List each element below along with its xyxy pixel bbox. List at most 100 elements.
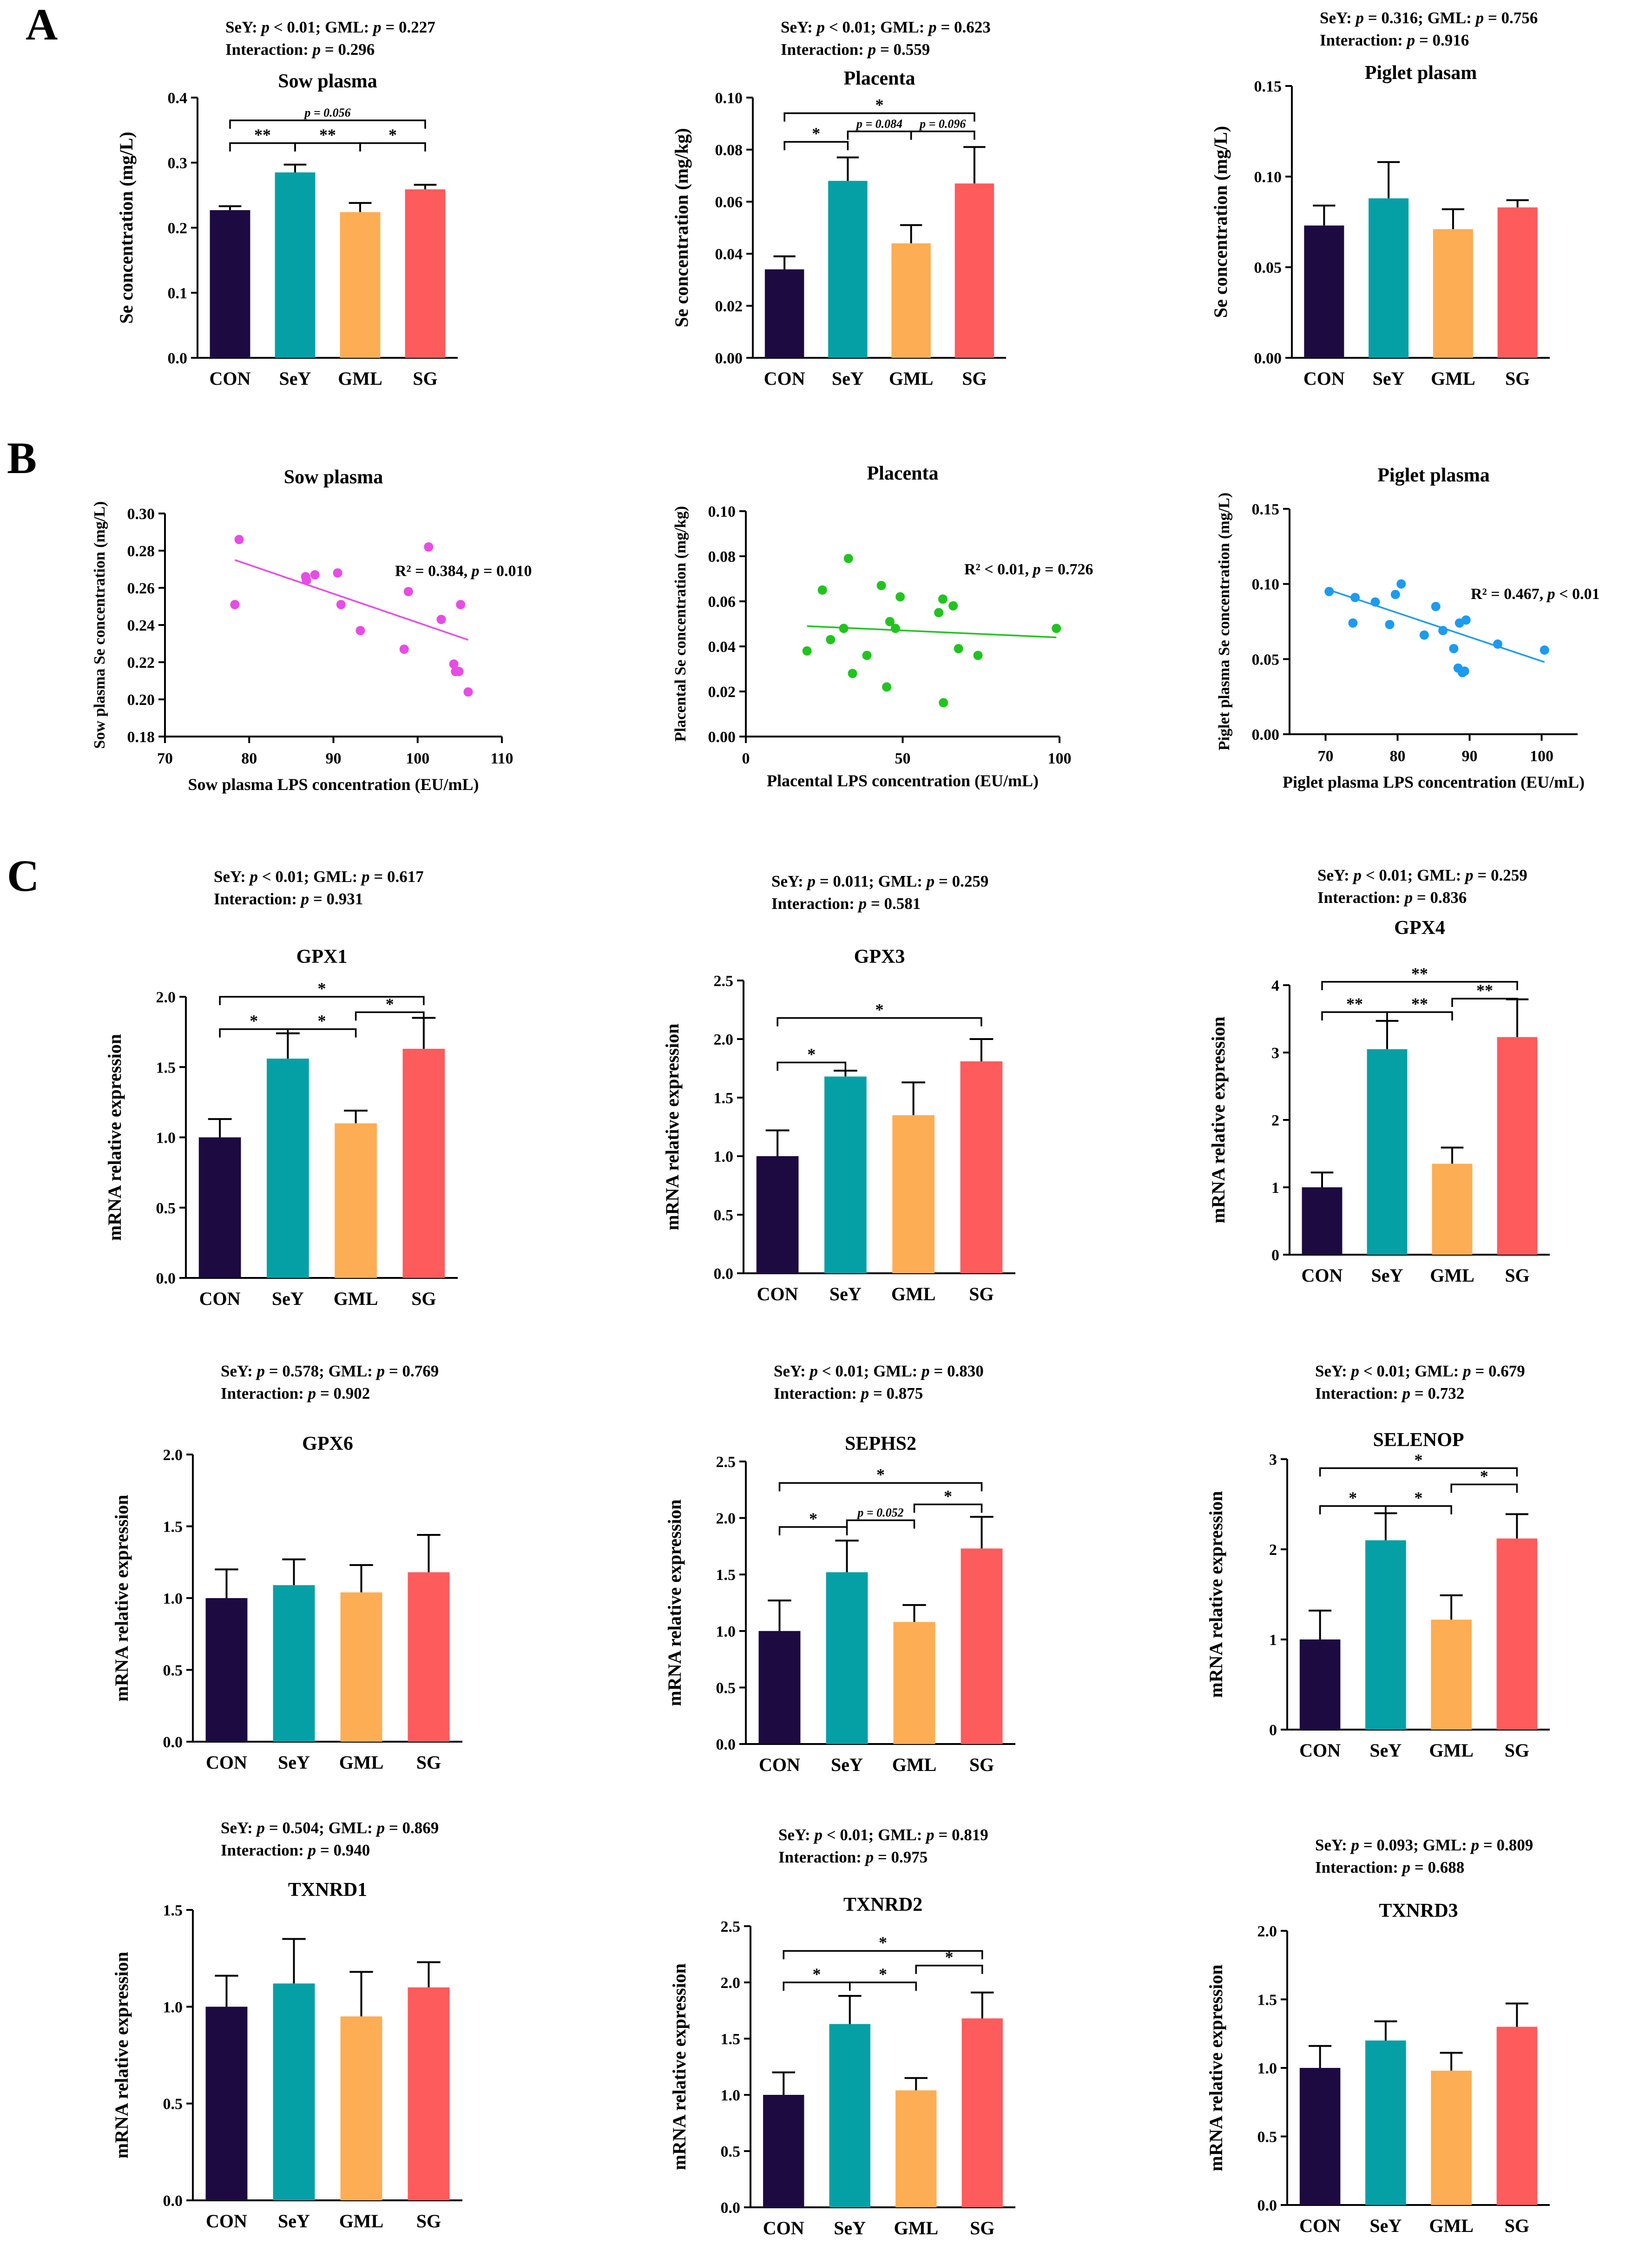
chart-c6: SELENOP SeY: p < 0.01; GML: p = 0.679 Inte… [1205,1362,1550,1761]
bar-sey [273,1585,315,1742]
category-label: SeY [1373,368,1405,389]
scatter-point [1385,619,1395,629]
chart-c1: GPX1 SeY: p < 0.01; GML: p = 0.617 Interac… [104,868,458,1309]
significance-bracket [219,996,425,1005]
category-label: SG [413,368,437,389]
significance-label: * [1480,1467,1488,1485]
significance-label: ** [1411,994,1428,1013]
chart-title: TXNRD2 [843,1894,922,1915]
regression-annotation: R² < 0.01, p = 0.726 [964,561,1093,578]
category-label: CON [763,2218,804,2238]
category-label: CON [210,368,251,389]
chart-title: Piglet plasam [1365,62,1477,84]
y-tick-label: 0.10 [1252,576,1280,593]
scatter-point [934,608,944,618]
significance-bracket [287,1028,357,1038]
y-tick-label: 2.5 [716,1454,736,1471]
bar-con [756,1156,799,1273]
bar-sg [402,1048,445,1278]
y-tick-label: 0.08 [715,142,743,159]
scatter-point [882,682,892,692]
y-tick-label: 0.28 [127,543,155,560]
chart-title: Placenta [844,68,915,89]
stats-line: SeY: p < 0.01; GML: p = 0.259 [1317,866,1527,884]
y-tick-label: 1.0 [163,1999,183,2016]
scatter-point [802,646,812,656]
x-tick-label: 0 [742,750,750,767]
category-label: GML [1430,1265,1474,1286]
scatter-point [939,698,948,708]
category-label: SeY [829,1283,862,1304]
y-tick-label: 2.0 [721,1975,741,1992]
bar-sey [267,1059,309,1278]
category-label: GML [339,2211,384,2231]
chart-title: Sow plasma [284,467,383,488]
regression-line [234,559,469,641]
category-label: SeY [834,2218,866,2238]
significance-label: p = 0.084 [856,117,902,131]
y-tick-label: 2.0 [714,1031,734,1048]
category-label: CON [1303,368,1345,389]
scatter-point [817,585,827,595]
y-tick-label: 0.22 [127,654,155,671]
y-tick-label: 0.04 [715,246,743,263]
chart-c9: TXNRD3 SeY: p = 0.093; GML: p = 0.809 Inte… [1205,1836,1550,2236]
significance-label: * [879,1965,887,1983]
stats-line: SeY: p = 0.504; GML: p = 0.869 [221,1819,439,1837]
stats-line: Interaction: p = 0.732 [1315,1384,1464,1402]
x-axis-label: Piglet plasma LPS concentration (EU/mL) [1283,773,1585,791]
significance-label: * [875,96,884,114]
scatter-point [1350,592,1360,602]
y-axis-label: Piglet plasma Se concentration (mg/L) [1216,493,1233,750]
y-tick-label: 0.30 [127,506,155,523]
y-tick-label: 1.5 [163,1519,183,1536]
y-tick-label: 0.0 [1257,2197,1277,2214]
bar-sg [961,1548,1003,1744]
y-tick-label: 0.15 [1254,78,1282,95]
y-tick-label: 2.5 [714,973,734,990]
panel-label-a: A [26,0,58,49]
scatter-point [1396,579,1406,589]
significance-bracket [849,1981,917,1991]
x-tick-label: 70 [1318,748,1334,765]
bar-con [198,1137,241,1278]
significance-bracket [778,1482,983,1492]
category-label: GML [338,368,382,389]
significance-label: * [1415,1488,1423,1507]
category-label: SG [969,1283,994,1304]
y-tick-label: 0.0 [714,1265,734,1283]
significance-bracket [846,1519,915,1529]
bar-gml [340,2016,382,2200]
scatter-point [1348,618,1358,628]
bar-sey [273,1983,315,2200]
bar-sey [1365,2040,1406,2205]
y-tick-label: 0.20 [127,691,155,709]
bar-sg [961,2018,1003,2207]
y-tick-label: 0.24 [127,617,155,634]
y-tick-label: 0.05 [1252,651,1280,668]
category-label: GML [891,1283,936,1304]
stats-line: SeY: p < 0.01; GML: p = 0.679 [1315,1362,1525,1380]
chart-title: SELENOP [1373,1429,1464,1451]
chart-a1: Sow plasma SeY: p < 0.01; GML: p = 0.227 I… [116,18,458,389]
y-tick-label: 0 [1269,1722,1277,1739]
category-label: GML [1429,2215,1474,2236]
significance-bracket [1386,1011,1453,1020]
x-tick-label: 90 [326,750,342,767]
bar-gml [340,1592,382,1742]
scatter-point [463,687,473,697]
significance-bracket [913,1503,983,1513]
significance-bracket [783,112,975,122]
category-label: GML [1429,1740,1474,1761]
x-tick-label: 80 [241,750,257,767]
bar-sey [826,1572,868,1744]
bar-sg [960,1061,1003,1273]
y-axis-label: Sow plasma Se concentration (mg/L) [91,501,108,749]
regression-line [807,625,1057,638]
y-tick-label: 0.5 [1257,2129,1277,2146]
y-tick-label: 0.5 [156,1200,176,1217]
stats-line: Interaction: p = 0.688 [1315,1858,1464,1876]
chart-c7: TXNRD1 SeY: p = 0.504; GML: p = 0.869 Inte… [111,1819,462,2231]
y-axis-label: mRNA relative expression [1208,1016,1229,1223]
scatter-point [876,581,886,591]
